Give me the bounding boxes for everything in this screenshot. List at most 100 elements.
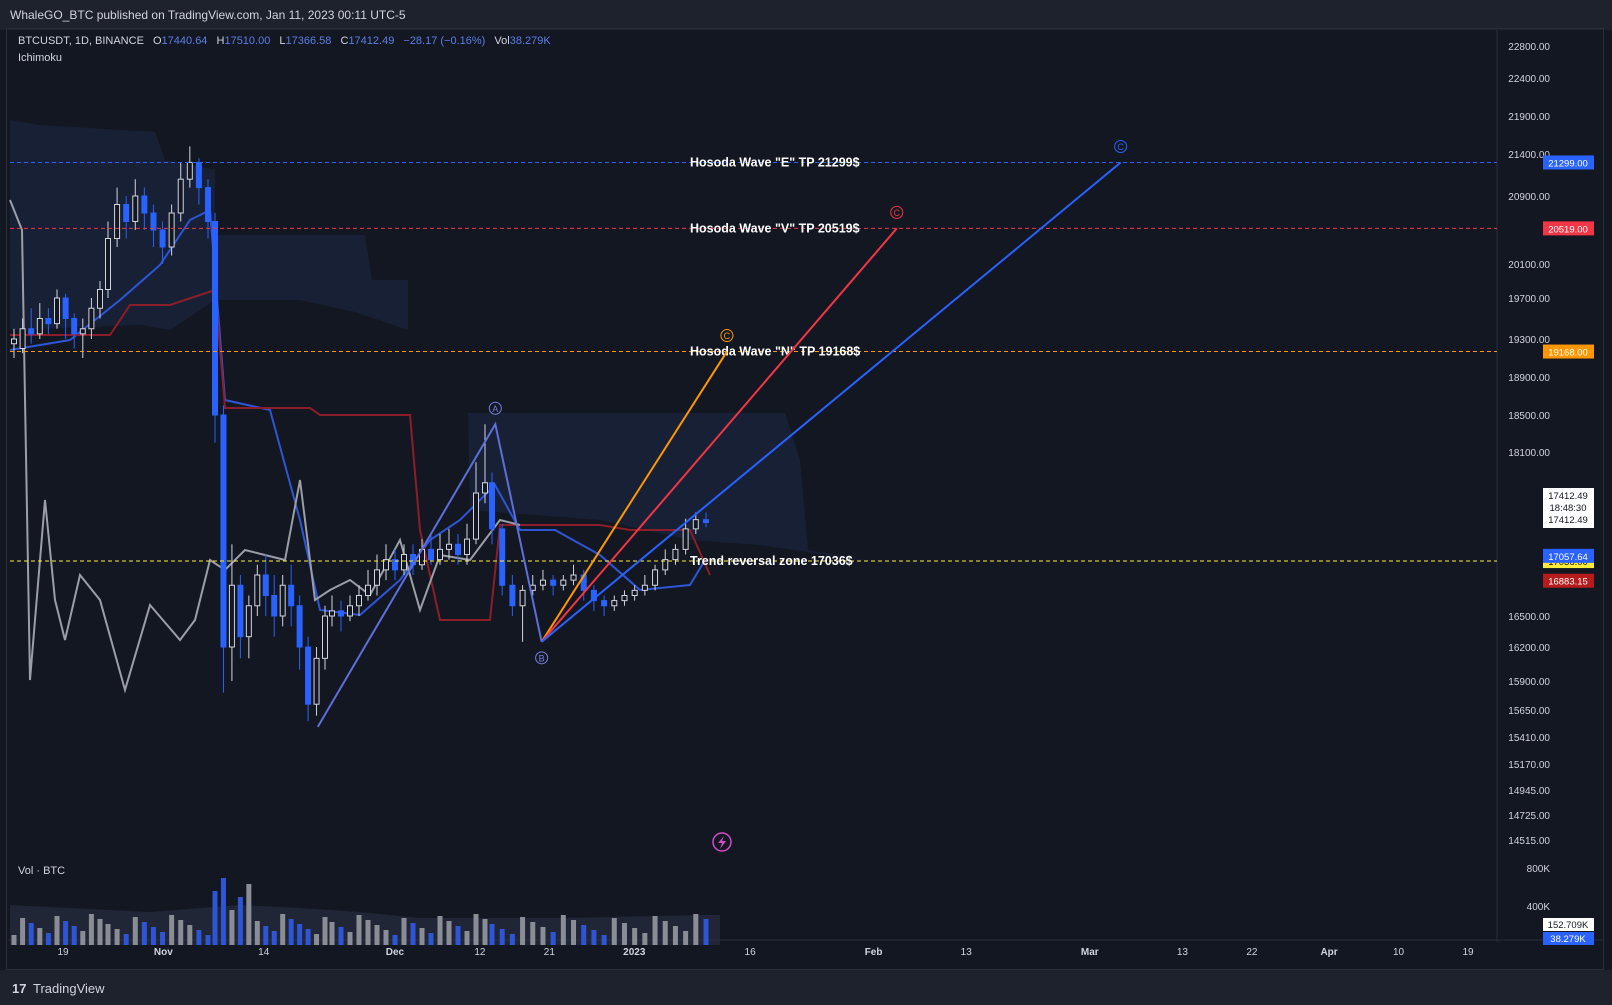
candle-body — [186, 161, 193, 180]
volume-label: Vol — [494, 35, 510, 47]
x-tick-label: Nov — [154, 947, 173, 958]
wave-projection-line — [540, 351, 728, 643]
candle-body — [262, 574, 269, 596]
ichimoku-indicator-label[interactable]: Ichimoku — [18, 52, 63, 64]
candle-body — [446, 543, 452, 550]
volume-bar — [621, 923, 627, 945]
wave-ab-line — [316, 421, 543, 728]
volume-bar — [652, 916, 658, 945]
candle-body — [271, 595, 278, 617]
candle-body — [489, 482, 495, 530]
event-lightning-glyph — [718, 836, 726, 849]
volume-bar — [71, 926, 77, 945]
candle-body — [105, 238, 111, 290]
y-tick-label: 16200.00 — [1508, 643, 1550, 654]
publish-bar: WhaleGO_BTC published on TradingView.com… — [0, 0, 1612, 30]
volume-bar — [446, 921, 452, 945]
candle-body — [374, 569, 380, 586]
x-tick-label: 2023 — [623, 947, 646, 958]
price-badge-label: 16883.15 — [1548, 577, 1588, 588]
candle-body — [662, 559, 669, 571]
candle-body — [473, 492, 479, 540]
candle-body — [114, 204, 121, 239]
volume-bar — [530, 922, 536, 945]
bar-countdown-label: 18:48:30 — [1550, 503, 1587, 514]
candle-body — [692, 519, 699, 530]
volume-bar — [45, 933, 51, 945]
candle-body — [539, 579, 546, 586]
wave-point-marker — [1114, 139, 1128, 153]
volume-bar — [509, 934, 515, 945]
volume-bar — [672, 926, 678, 945]
tp-price-badge-label: 19168.00 — [1548, 348, 1588, 359]
volume-bar — [338, 927, 344, 945]
volume-bar — [374, 925, 380, 945]
volume-bar — [365, 920, 371, 945]
volume-bar — [254, 921, 260, 945]
tp-level-label: Hosoda Wave "N" TP 19168$ — [690, 345, 860, 359]
candle-body — [322, 615, 328, 659]
volume-bar — [141, 922, 147, 945]
volume-bar — [347, 932, 353, 945]
volume-pane-title[interactable]: Vol · BTC — [18, 865, 66, 877]
candle-body — [168, 212, 175, 248]
y-tick-label: 16500.00 — [1508, 612, 1550, 623]
volume-bar — [662, 921, 668, 945]
symbol-name[interactable]: BTCUSDT, 1D, BINANCE — [18, 35, 144, 47]
volume-bar — [297, 924, 303, 945]
candle-body — [550, 579, 557, 586]
tp-price-badge — [1543, 344, 1594, 359]
candle-body — [347, 605, 353, 617]
volume-bar — [212, 891, 218, 945]
volume-total-badge — [1543, 918, 1594, 931]
tp-level-label: Hosoda Wave "E" TP 21299$ — [690, 155, 860, 169]
volume-bar — [20, 918, 26, 945]
volume-bar — [571, 920, 577, 945]
y-tick-label: 14515.00 — [1508, 836, 1550, 847]
candle-body — [652, 569, 659, 586]
candle-body — [611, 600, 618, 607]
candle-body — [228, 584, 235, 648]
volume-bar — [473, 914, 479, 945]
volume-bar — [455, 926, 461, 945]
tp-level-label: Hosoda Wave "V" TP 20519$ — [690, 221, 860, 235]
volume-bar — [410, 923, 416, 945]
x-tick-label: Apr — [1320, 947, 1337, 958]
y-tick-label: 14725.00 — [1508, 811, 1550, 822]
candle-body — [365, 584, 371, 596]
candle-body — [123, 204, 130, 222]
volume-bar — [437, 916, 443, 945]
y-tick-label: 22400.00 — [1508, 74, 1550, 85]
wave-point-label: C — [724, 331, 731, 341]
candle-body — [19, 328, 26, 349]
volume-bar — [169, 915, 175, 945]
volume-bar — [591, 930, 597, 945]
candle-body — [313, 657, 320, 705]
volume-bar — [246, 884, 252, 945]
x-tick-label: 12 — [474, 947, 486, 958]
candle-body — [220, 414, 227, 648]
wave-point-marker — [720, 329, 734, 343]
volume-bar — [560, 915, 566, 945]
candle-body — [672, 548, 679, 561]
volume-bar — [601, 935, 607, 945]
volume-bar — [305, 929, 311, 945]
candle-body — [205, 187, 211, 223]
candle-body — [392, 559, 398, 571]
candle-body — [150, 212, 157, 231]
last-price-repeat-label: 17412.49 — [1548, 515, 1588, 526]
candle-body — [79, 328, 86, 335]
wave-projection-line — [540, 227, 898, 643]
price-badge-label: 17057.64 — [1548, 552, 1588, 563]
open-value: 17440.64 — [161, 35, 208, 47]
kumo-cloud-future — [468, 413, 895, 565]
candle-body — [45, 318, 52, 325]
candle-body — [560, 579, 567, 586]
x-tick-label: 16 — [745, 947, 757, 958]
y-tick-label: 21900.00 — [1508, 112, 1550, 123]
y-tick-label: 20900.00 — [1508, 192, 1550, 203]
volume-bar — [356, 915, 362, 945]
x-tick-label: 22 — [1246, 947, 1258, 958]
y-tick-label: 15650.00 — [1508, 706, 1550, 717]
